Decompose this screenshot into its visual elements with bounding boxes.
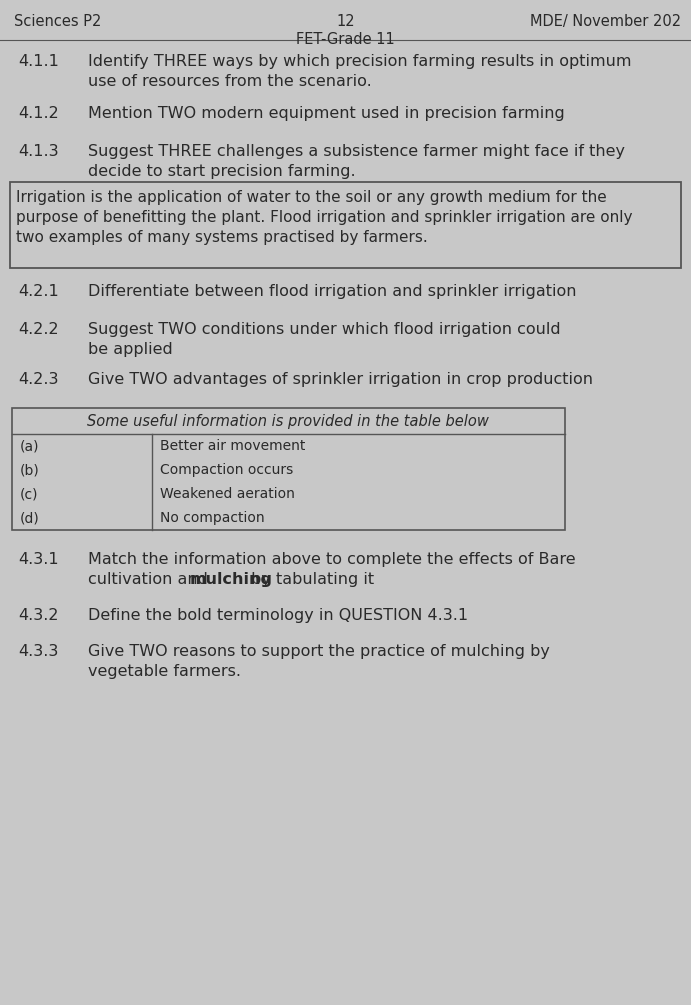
Text: Suggest THREE challenges a subsistence farmer might face if they: Suggest THREE challenges a subsistence f… bbox=[88, 144, 625, 159]
Text: Sciences P2: Sciences P2 bbox=[14, 14, 102, 29]
Text: 4.3.2: 4.3.2 bbox=[18, 608, 59, 623]
Text: (d): (d) bbox=[20, 511, 40, 525]
Bar bbox=[12, 408, 565, 530]
Text: decide to start precision farming.: decide to start precision farming. bbox=[88, 164, 356, 179]
Text: 4.1.1: 4.1.1 bbox=[18, 54, 59, 69]
Text: by tabulating it: by tabulating it bbox=[247, 572, 375, 587]
Text: (b): (b) bbox=[20, 463, 40, 477]
Text: 4.1.2: 4.1.2 bbox=[18, 106, 59, 121]
Text: two examples of many systems practised by farmers.: two examples of many systems practised b… bbox=[16, 230, 428, 245]
Text: 4.2.2: 4.2.2 bbox=[18, 322, 59, 337]
Text: Give TWO reasons to support the practice of mulching by: Give TWO reasons to support the practice… bbox=[88, 644, 550, 659]
Text: Mention TWO modern equipment used in precision farming: Mention TWO modern equipment used in pre… bbox=[88, 106, 565, 121]
Text: Match the information above to complete the effects of Bare: Match the information above to complete … bbox=[88, 552, 576, 567]
Text: 4.3.3: 4.3.3 bbox=[18, 644, 58, 659]
Text: 4.1.3: 4.1.3 bbox=[18, 144, 59, 159]
Text: purpose of benefitting the plant. Flood irrigation and sprinkler irrigation are : purpose of benefitting the plant. Flood … bbox=[16, 210, 632, 225]
Text: 4.2.1: 4.2.1 bbox=[18, 284, 59, 299]
Text: be applied: be applied bbox=[88, 342, 173, 357]
Text: Compaction occurs: Compaction occurs bbox=[160, 463, 293, 477]
Text: 12: 12 bbox=[337, 14, 354, 29]
Text: Differentiate between flood irrigation and sprinkler irrigation: Differentiate between flood irrigation a… bbox=[88, 284, 576, 299]
Text: cultivation and: cultivation and bbox=[88, 572, 213, 587]
Text: Define the bold terminology in QUESTION 4.3.1: Define the bold terminology in QUESTION … bbox=[88, 608, 468, 623]
Text: 4.2.3: 4.2.3 bbox=[18, 372, 59, 387]
Text: 4.3.1: 4.3.1 bbox=[18, 552, 59, 567]
Text: Weakened aeration: Weakened aeration bbox=[160, 487, 295, 501]
Text: Identify THREE ways by which precision farming results in optimum: Identify THREE ways by which precision f… bbox=[88, 54, 632, 69]
Text: Some useful information is provided in the table below: Some useful information is provided in t… bbox=[88, 413, 489, 428]
Text: Irrigation is the application of water to the soil or any growth medium for the: Irrigation is the application of water t… bbox=[16, 190, 607, 205]
Text: mulching: mulching bbox=[189, 572, 273, 587]
Text: Better air movement: Better air movement bbox=[160, 439, 305, 453]
Text: (a): (a) bbox=[20, 439, 39, 453]
Text: FET-Grade 11: FET-Grade 11 bbox=[296, 32, 395, 47]
Text: MDE/ November 202: MDE/ November 202 bbox=[530, 14, 681, 29]
Bar bbox=[10, 182, 681, 268]
Text: Give TWO advantages of sprinkler irrigation in crop production: Give TWO advantages of sprinkler irrigat… bbox=[88, 372, 593, 387]
Text: vegetable farmers.: vegetable farmers. bbox=[88, 664, 241, 679]
Text: (c): (c) bbox=[20, 487, 39, 501]
Text: use of resources from the scenario.: use of resources from the scenario. bbox=[88, 74, 372, 89]
Text: No compaction: No compaction bbox=[160, 511, 265, 525]
Text: Suggest TWO conditions under which flood irrigation could: Suggest TWO conditions under which flood… bbox=[88, 322, 560, 337]
